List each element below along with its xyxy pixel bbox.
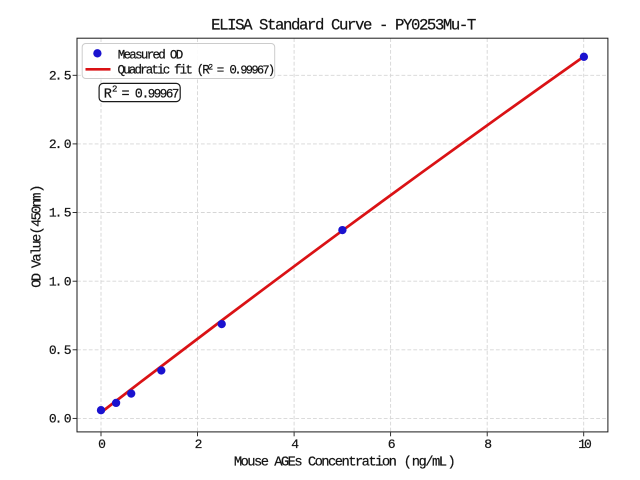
svg-text:6: 6 bbox=[388, 437, 395, 452]
svg-text:Mouse AGEs Concentration (ng/m: Mouse AGEs Concentration (ng/mL) bbox=[234, 454, 454, 470]
svg-text:2: 2 bbox=[208, 64, 213, 73]
svg-text:0.5: 0. 5 bbox=[49, 343, 71, 358]
svg-text:1.0: 1. 0 bbox=[49, 274, 71, 289]
svg-text:Measured OD: Measured OD bbox=[118, 48, 183, 62]
svg-text:0: 0 bbox=[98, 437, 105, 452]
svg-text:=: = bbox=[122, 87, 130, 102]
svg-text:2: 2 bbox=[195, 437, 202, 452]
svg-text:4: 4 bbox=[291, 437, 299, 452]
svg-text:10: 10 bbox=[578, 437, 591, 452]
svg-text:R: R bbox=[104, 87, 112, 102]
svg-text:OD Value(450nm): OD Value(450nm) bbox=[30, 186, 46, 287]
svg-text:1.5: 1. 5 bbox=[49, 206, 71, 221]
svg-text:=0.99967): = 0.99967) bbox=[217, 64, 274, 78]
svg-text:2.0: 2. 0 bbox=[49, 137, 71, 152]
svg-text:2.5: 2. 5 bbox=[49, 68, 71, 83]
svg-text:0.0: 0. 0 bbox=[49, 412, 71, 427]
svg-text:ELISA Standard Curve - PY0253M: ELISA Standard Curve - PY0253Mu-T bbox=[211, 16, 476, 34]
svg-text:8: 8 bbox=[484, 437, 491, 452]
svg-text:0.99967: 0.99967 bbox=[135, 87, 179, 102]
svg-text:Quadratic fit (R: Quadratic fit (R bbox=[118, 64, 211, 78]
svg-text:2: 2 bbox=[112, 84, 117, 94]
